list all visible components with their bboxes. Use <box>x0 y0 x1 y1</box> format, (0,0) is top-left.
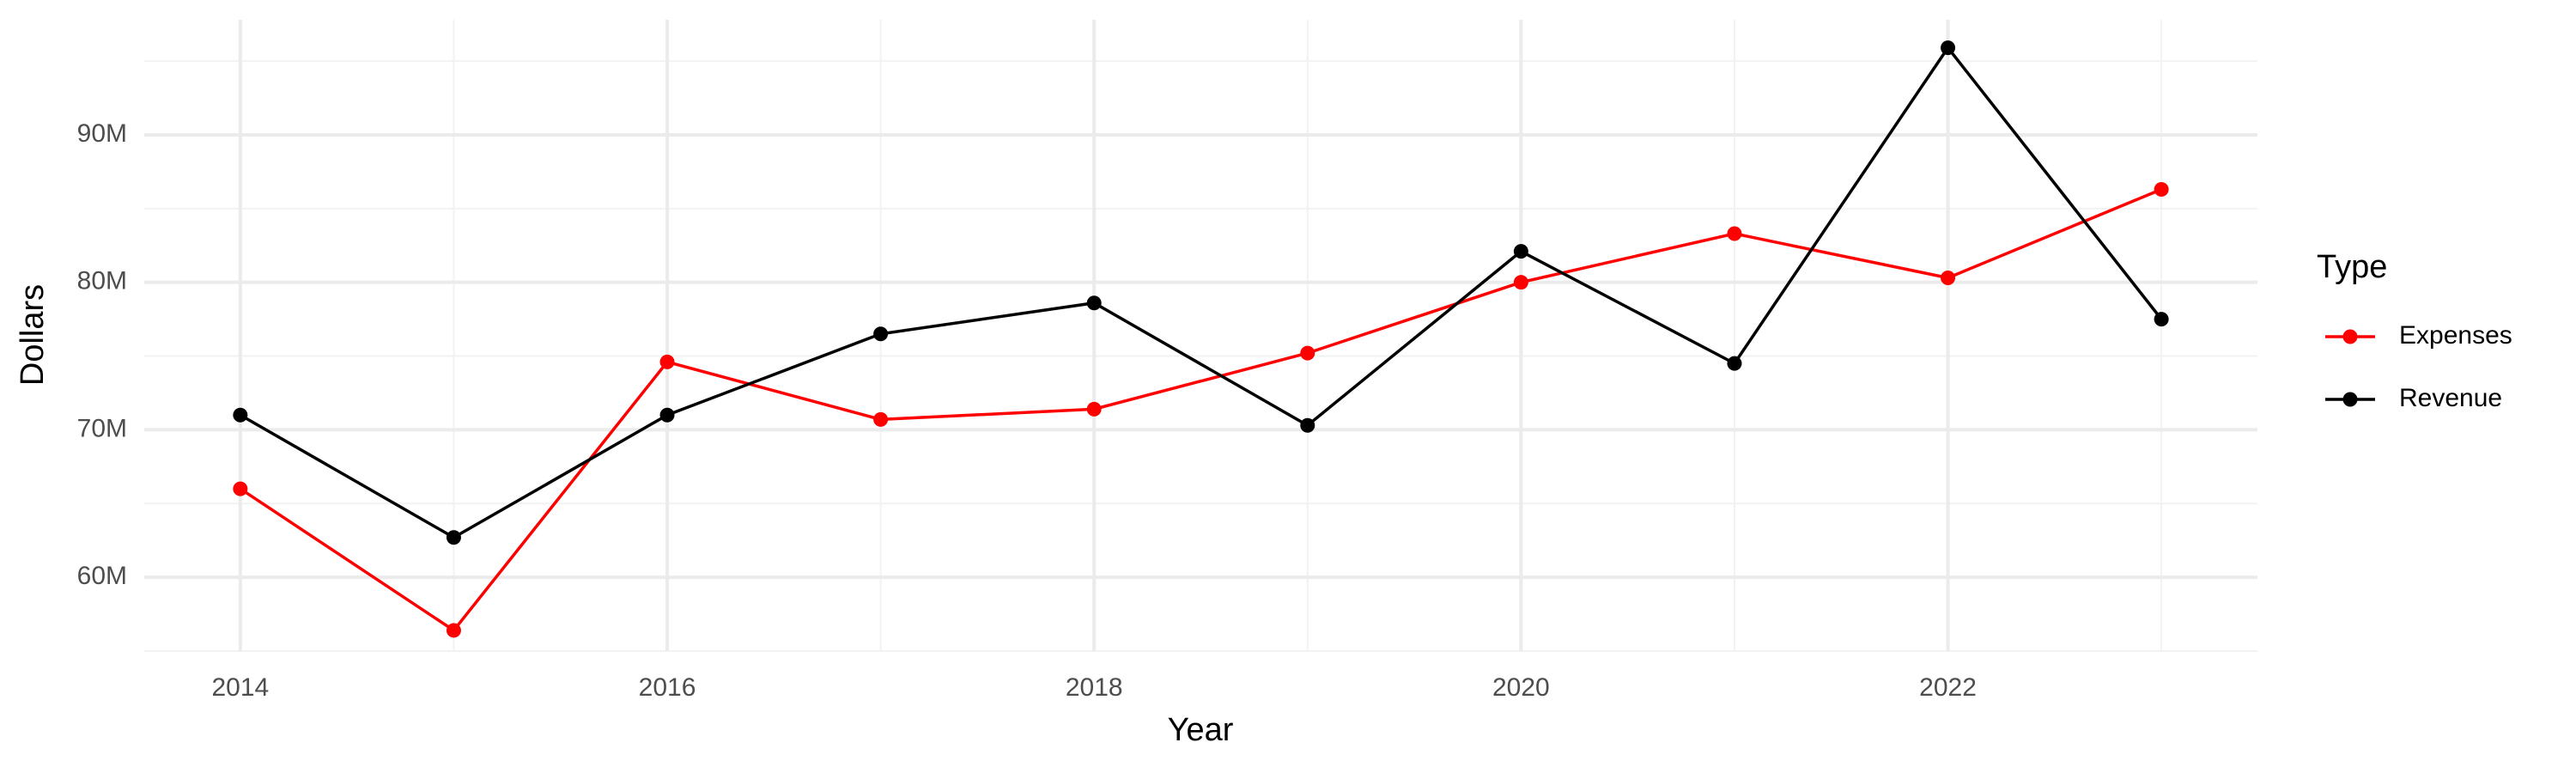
data-point <box>233 481 248 496</box>
data-point <box>1727 226 1742 241</box>
y-tick-label: 90M <box>77 119 127 148</box>
data-point <box>233 407 248 423</box>
y-tick-label: 80M <box>77 267 127 295</box>
data-point <box>1513 244 1528 259</box>
legend-marker <box>2342 329 2358 344</box>
x-tick-label: 2014 <box>211 673 269 702</box>
y-tick-label: 60M <box>77 562 127 590</box>
legend-label: Expenses <box>2399 321 2512 350</box>
data-point <box>873 326 889 342</box>
legend-marker <box>2342 392 2358 407</box>
data-point <box>2154 312 2169 327</box>
data-point <box>446 623 461 638</box>
data-point <box>1727 356 1742 371</box>
y-tick-label: 70M <box>77 414 127 442</box>
data-point <box>1941 40 1956 56</box>
series-line <box>239 45 2163 539</box>
x-tick-label: 2022 <box>1919 673 1977 702</box>
data-point <box>659 407 675 423</box>
plot-area <box>233 40 2169 638</box>
x-tick-label: 2016 <box>639 673 696 702</box>
data-point <box>1086 295 1102 311</box>
data-point <box>873 411 889 427</box>
data-point <box>1941 271 1956 286</box>
series-line <box>239 187 2162 633</box>
x-tick-label: 2018 <box>1066 673 1123 702</box>
data-point <box>1513 275 1528 290</box>
y-axis-title: Dollars <box>15 284 51 386</box>
x-axis-title: Year <box>1168 712 1234 748</box>
data-point <box>659 354 675 369</box>
data-point <box>1086 401 1102 417</box>
legend: Type Expenses Revenue <box>2317 249 2512 412</box>
data-point <box>2154 181 2169 197</box>
legend-title: Type <box>2317 249 2387 285</box>
grid <box>144 20 2257 652</box>
data-point <box>1300 417 1315 433</box>
data-point <box>446 530 461 545</box>
x-tick-label: 2020 <box>1492 673 1550 702</box>
data-point <box>1300 345 1315 361</box>
legend-label: Revenue <box>2399 384 2502 412</box>
